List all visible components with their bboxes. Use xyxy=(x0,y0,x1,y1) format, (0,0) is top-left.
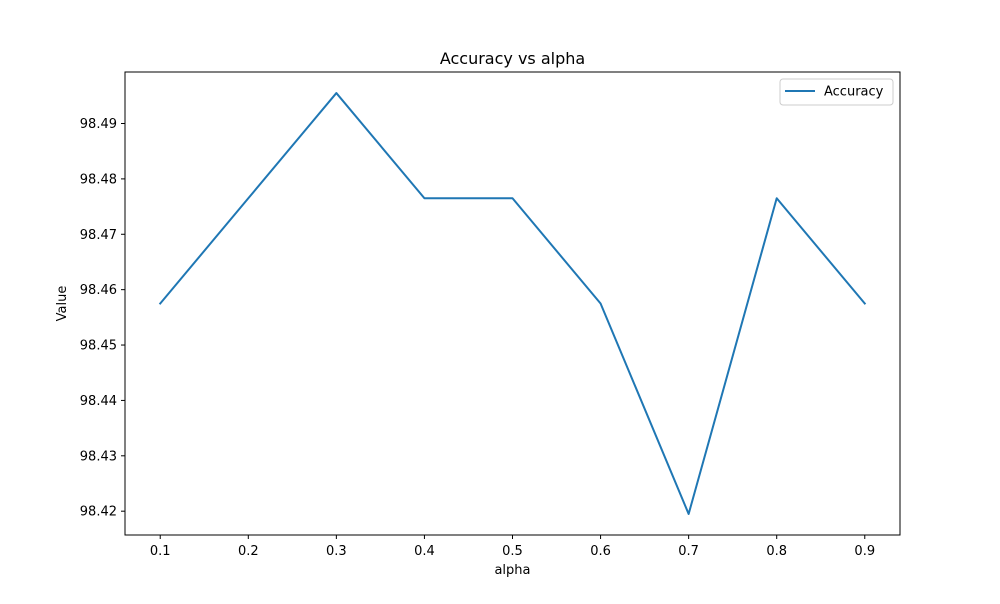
y-tick-label: 98.44 xyxy=(80,394,117,409)
x-tick-label: 0.5 xyxy=(502,544,523,559)
legend-label-accuracy: Accuracy xyxy=(824,85,884,100)
x-tick-label: 0.7 xyxy=(678,544,699,559)
y-tick-label: 98.46 xyxy=(80,283,117,298)
series-line-accuracy xyxy=(158,92,867,515)
x-tick-label: 0.9 xyxy=(854,544,875,559)
plot-area-frame xyxy=(124,71,901,536)
x-tick-label: 0.1 xyxy=(150,544,171,559)
series-layer xyxy=(158,92,867,515)
legend: Accuracy xyxy=(779,78,894,106)
y-tick-label: 98.48 xyxy=(80,172,117,187)
chart-title: Accuracy vs alpha xyxy=(440,49,585,68)
x-tick-label: 0.8 xyxy=(766,544,787,559)
y-tick-label: 98.47 xyxy=(80,228,117,243)
y-tick-label: 98.43 xyxy=(80,449,117,464)
x-axis-ticks: 0.1 0.2 0.3 0.4 0.5 0.6 0.7 0.8 0.9 xyxy=(150,535,875,559)
y-axis-label: Value xyxy=(55,286,70,322)
x-tick-label: 0.4 xyxy=(414,544,435,559)
x-tick-label: 0.2 xyxy=(238,544,259,559)
y-tick-label: 98.45 xyxy=(80,339,117,354)
x-tick-label: 0.3 xyxy=(326,544,347,559)
x-axis-label: alpha xyxy=(494,563,530,578)
y-tick-label: 98.49 xyxy=(80,117,117,132)
x-tick-label: 0.6 xyxy=(590,544,611,559)
y-tick-label: 98.42 xyxy=(80,505,117,520)
y-axis-ticks: 98.42 98.43 98.44 98.45 98.46 98.47 98.48 98.49 xyxy=(80,117,125,520)
legend-frame xyxy=(779,78,894,106)
